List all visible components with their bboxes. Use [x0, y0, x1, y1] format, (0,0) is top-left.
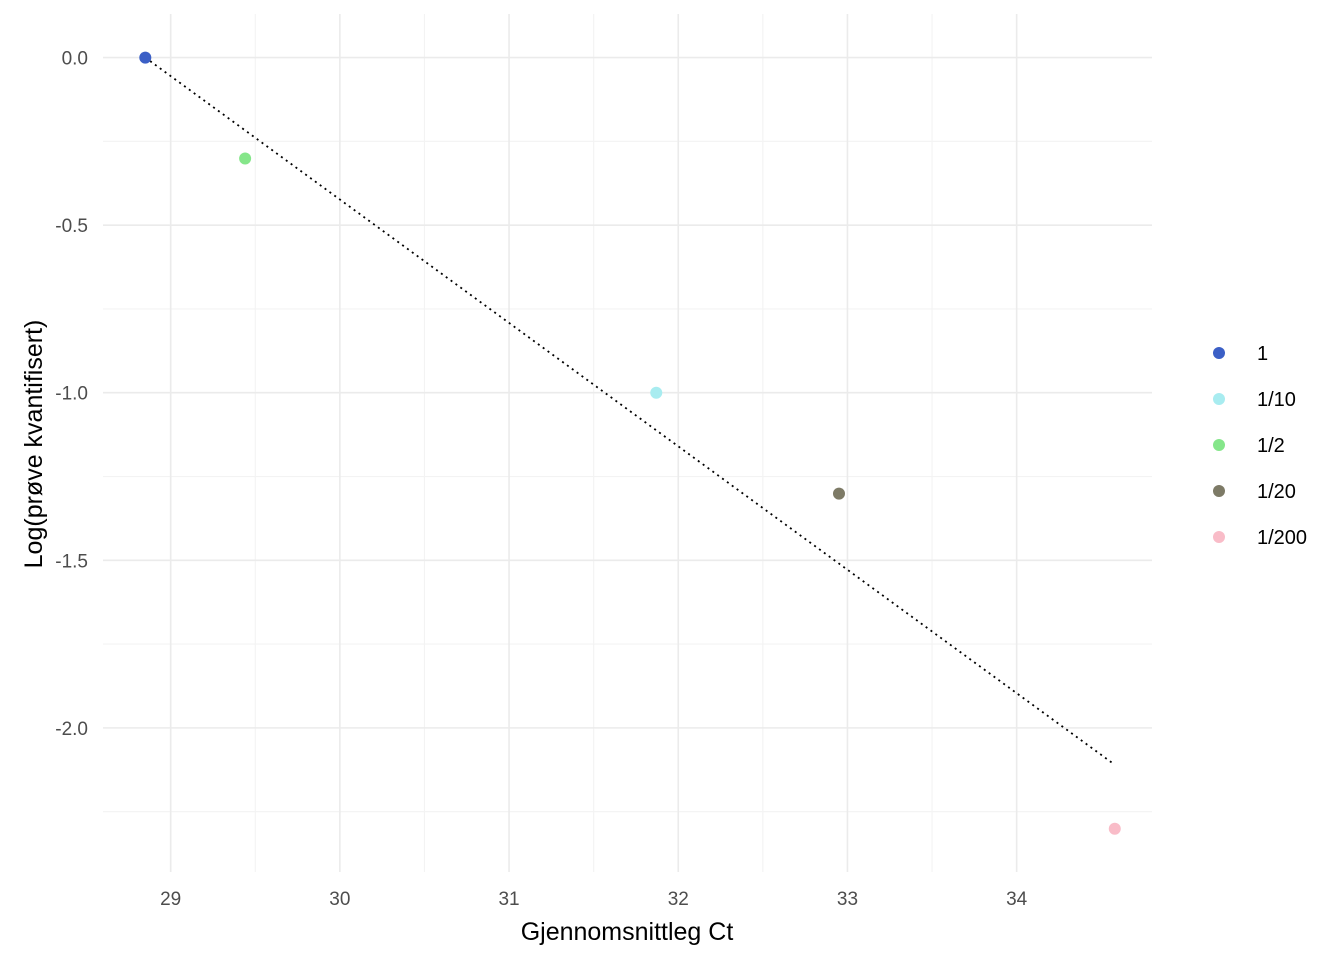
data-point [832, 487, 845, 500]
data-point [650, 386, 663, 399]
y-tick-label: 0.0 [62, 49, 88, 70]
legend-key [1213, 531, 1225, 543]
x-tick-label: 29 [160, 889, 181, 910]
legend-label: 1/200 [1257, 527, 1307, 549]
y-tick-label: -1.5 [55, 551, 88, 572]
legend-label: 1 [1257, 343, 1268, 365]
legend-item: 1/2 [1213, 435, 1285, 457]
legend-item: 1/200 [1213, 527, 1307, 549]
data-point [239, 152, 252, 165]
data-points [139, 51, 1121, 835]
legend-item: 1/20 [1213, 481, 1296, 503]
legend-key [1213, 347, 1225, 359]
legend-item: 1 [1213, 343, 1268, 365]
legend-label: 1/20 [1257, 481, 1296, 503]
data-point [1108, 822, 1121, 835]
y-tick-labels: 0.0 -0.5 -1.0 -1.5 -2.0 [55, 49, 88, 740]
legend-key [1213, 485, 1225, 497]
fit-line-group [144, 56, 1116, 766]
y-tick-label: -1.0 [55, 384, 88, 405]
legend: 1 1/10 1/2 1/20 1/200 [1213, 343, 1307, 549]
x-tick-label: 31 [498, 889, 519, 910]
y-tick-label: -2.0 [55, 719, 88, 740]
legend-label: 1/2 [1257, 435, 1285, 457]
data-point [139, 51, 152, 64]
grid [103, 14, 1152, 872]
y-axis-title: Log(prøve kvantifisert) [20, 320, 48, 569]
fit-line [144, 56, 1116, 766]
x-tick-label: 34 [1006, 889, 1028, 910]
x-tick-label: 32 [668, 889, 689, 910]
legend-key [1213, 393, 1225, 405]
legend-key [1213, 439, 1225, 451]
legend-item: 1/10 [1213, 389, 1296, 411]
x-tick-label: 33 [837, 889, 858, 910]
x-axis-title: Gjennomsnittleg Ct [521, 918, 734, 946]
x-tick-labels: 29 30 31 32 33 34 [160, 889, 1028, 910]
x-tick-label: 30 [329, 889, 350, 910]
y-tick-label: -0.5 [55, 216, 88, 237]
legend-label: 1/10 [1257, 389, 1296, 411]
